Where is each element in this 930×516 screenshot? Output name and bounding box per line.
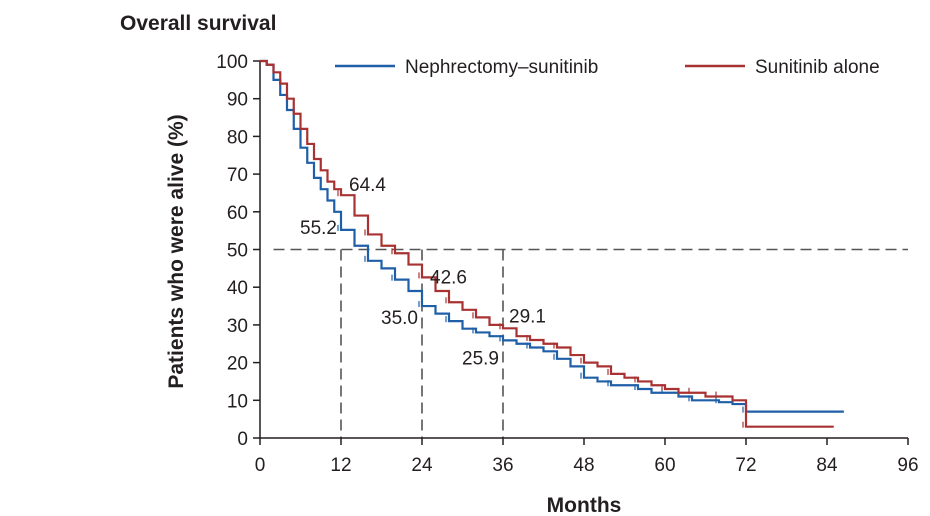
y-tick-label: 60	[227, 203, 248, 224]
axes: 0 12 24 36 48 60 72 84 96 0 10 20 30 40 50 60 70 80 90 100	[216, 52, 918, 476]
x-tick-label: 0	[255, 455, 266, 476]
annotations: 64.4 55.2 42.6 35.0 29.1 25.9	[300, 175, 546, 369]
x-tick-label: 60	[654, 455, 675, 476]
y-tick-label: 70	[227, 165, 248, 186]
data-annotation: 25.9	[462, 348, 499, 369]
chart-title: Overall survival	[120, 12, 277, 35]
y-tick-label: 80	[227, 127, 248, 148]
y-tick-label: 100	[216, 52, 248, 73]
legend: Nephrectomy–sunitinib Sunitinib alone	[335, 57, 880, 78]
y-tick-label: 40	[227, 278, 248, 299]
x-axis-label: Months	[547, 494, 622, 516]
legend-label: Nephrectomy–sunitinib	[405, 57, 598, 78]
y-tick-label: 0	[237, 429, 248, 450]
x-tick-label: 96	[897, 455, 918, 476]
y-tick-label: 50	[227, 241, 248, 262]
legend-label: Sunitinib alone	[755, 57, 880, 78]
series-line-nephrectomy-sunitinib	[260, 59, 844, 413]
y-tick-label: 90	[227, 90, 248, 111]
series-lines	[260, 59, 844, 428]
data-annotation: 35.0	[381, 308, 418, 329]
data-annotation: 42.6	[430, 267, 467, 288]
x-tick-label: 12	[330, 455, 351, 476]
x-tick-label: 84	[816, 455, 838, 476]
x-tick-label: 36	[492, 455, 513, 476]
y-tick-label: 10	[227, 391, 248, 412]
x-tick-label: 24	[411, 455, 433, 476]
reference-lines	[273, 248, 908, 438]
data-annotation: 29.1	[509, 306, 546, 327]
y-axis-label: Patients who were alive (%)	[165, 114, 188, 388]
y-tick-label: 20	[227, 354, 248, 375]
y-tick-label: 30	[227, 316, 248, 337]
data-annotation: 64.4	[349, 175, 386, 196]
x-tick-label: 72	[735, 455, 756, 476]
data-annotation: 55.2	[300, 218, 337, 239]
series-line-sunitinib-alone	[260, 59, 834, 428]
x-tick-label: 48	[573, 455, 594, 476]
